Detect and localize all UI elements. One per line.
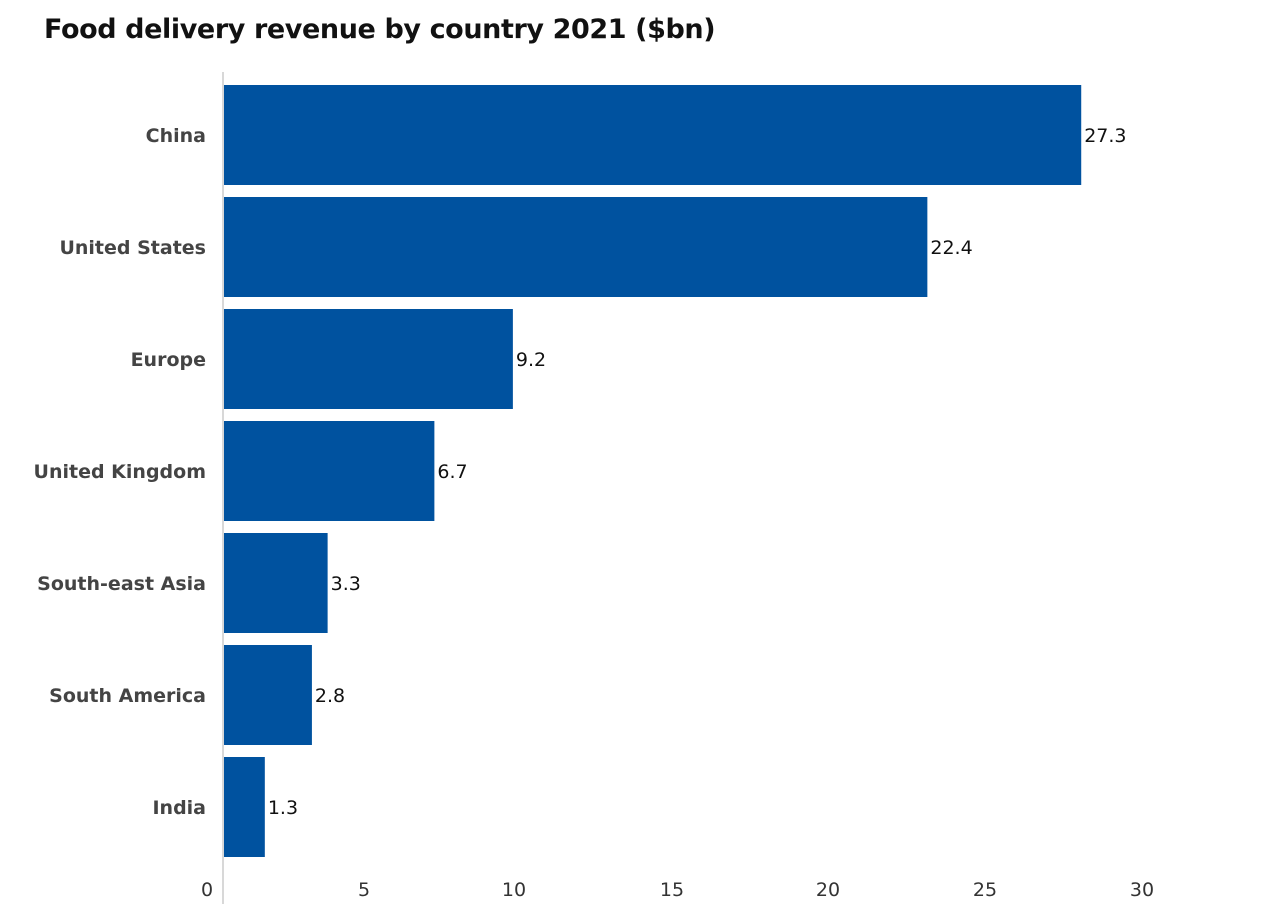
category-label-south-america: South America: [49, 685, 206, 707]
x-tick-label: 20: [816, 879, 840, 901]
chart-title: Food delivery revenue by country 2021 ($…: [44, 14, 716, 45]
x-tick-label: 25: [973, 879, 997, 901]
bar-india: [224, 757, 265, 857]
bar-united-kingdom: [224, 421, 435, 521]
category-label-united-kingdom: United Kingdom: [34, 461, 206, 483]
bar-europe: [224, 309, 513, 409]
category-label-china: China: [146, 125, 206, 147]
x-tick-label: 30: [1130, 879, 1154, 901]
value-label-south-east-asia: 3.3: [331, 573, 361, 595]
value-label-europe: 9.2: [516, 349, 546, 371]
category-label-south-east-asia: South-east Asia: [37, 573, 206, 595]
value-label-china: 27.3: [1084, 125, 1126, 147]
value-label-india: 1.3: [268, 797, 298, 819]
category-label-europe: Europe: [131, 349, 206, 371]
category-label-united-states: United States: [59, 237, 206, 259]
value-label-united-states: 22.4: [930, 237, 972, 259]
bar-china: [224, 85, 1082, 185]
x-tick-label: 5: [358, 879, 370, 901]
value-label-south-america: 2.8: [315, 685, 345, 707]
category-label-india: India: [152, 797, 206, 819]
value-label-united-kingdom: 6.7: [437, 461, 467, 483]
x-tick-label: 0: [201, 879, 213, 901]
x-tick-label: 10: [502, 879, 526, 901]
x-tick-label: 15: [660, 879, 684, 901]
bar-united-states: [224, 197, 928, 297]
bar-south-east-asia: [224, 533, 328, 633]
bar-south-america: [224, 645, 312, 745]
